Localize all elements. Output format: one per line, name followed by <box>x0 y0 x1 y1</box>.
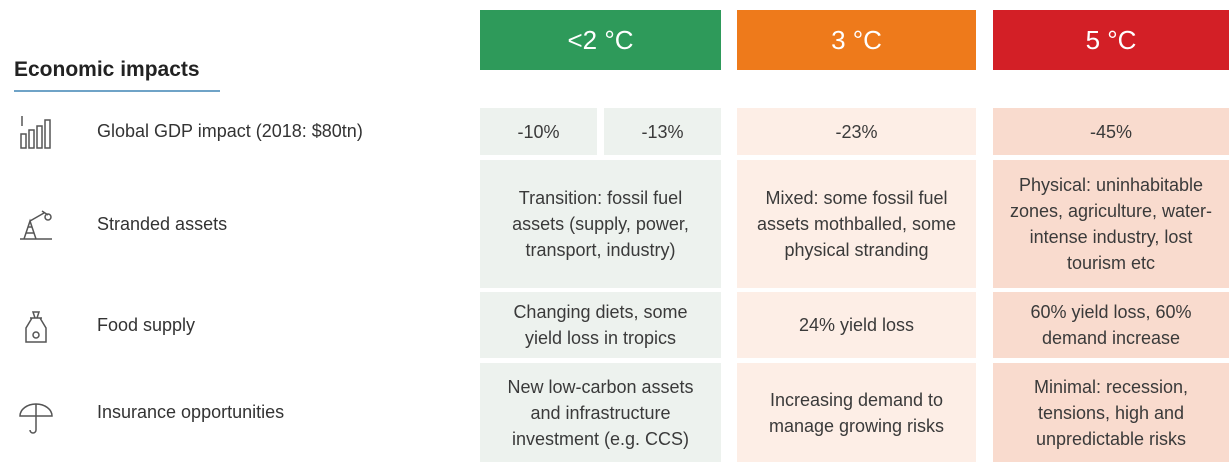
table-cell: 60% yield loss, 60% demand increase <box>993 292 1229 358</box>
table-cell: -13% <box>604 108 721 155</box>
table-cell: -10% <box>480 108 597 155</box>
insurance-icon <box>19 403 53 434</box>
column-header: <2 °C <box>480 10 721 70</box>
table-cell: Minimal: recession, tensions, high and u… <box>993 363 1229 462</box>
section-title: Economic impacts <box>14 58 220 92</box>
table-cell: Physical: uninhabitable zones, agricultu… <box>993 160 1229 288</box>
table-cell: -45% <box>993 108 1229 155</box>
table-cell: Increasing demand to manage growing risk… <box>737 363 976 462</box>
table-cell: New low-carbon assets and infrastructure… <box>480 363 721 462</box>
table-cell: -23% <box>737 108 976 155</box>
row-label: Global GDP impact (2018: $80tn) <box>97 121 363 141</box>
column-header: 3 °C <box>737 10 976 70</box>
food-icon <box>25 311 47 343</box>
table-cell: Transition: fossil fuel assets (supply, … <box>480 160 721 288</box>
table-cell: 24% yield loss <box>737 292 976 358</box>
column-header: 5 °C <box>993 10 1229 70</box>
table-cell: Changing diets, some yield loss in tropi… <box>480 292 721 358</box>
assets-icon <box>20 210 52 240</box>
row-label: Stranded assets <box>97 213 228 234</box>
row-label: Food supply <box>97 314 196 335</box>
table-cell: Mixed: some fossil fuel assets mothballe… <box>737 160 976 288</box>
row-label: Insurance opportunities <box>97 402 285 422</box>
gdp-icon <box>20 116 51 149</box>
